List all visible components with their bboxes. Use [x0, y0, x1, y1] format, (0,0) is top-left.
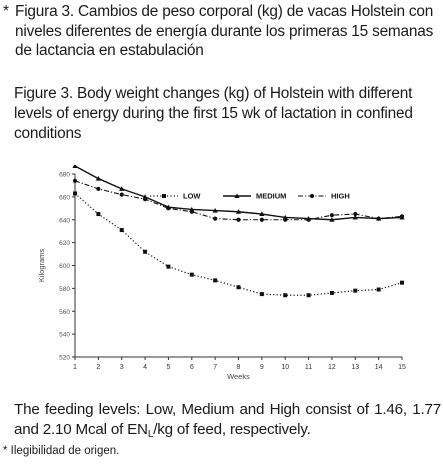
x-tick-label: 9	[260, 364, 264, 371]
data-point-medium	[329, 217, 335, 222]
data-point-medium	[235, 209, 242, 214]
series-line-low	[74, 192, 403, 296]
y-tick-label: 560	[59, 309, 70, 316]
y-tick-label: 680	[59, 172, 70, 179]
data-point-low	[143, 249, 148, 254]
data-point-low	[73, 191, 77, 196]
data-point-low	[166, 264, 171, 269]
data-point-low	[329, 290, 334, 295]
data-point-medium	[95, 175, 101, 181]
y-tick-label: 520	[59, 355, 70, 362]
data-point-high	[306, 217, 311, 222]
data-point-low	[353, 288, 358, 293]
data-point-low	[400, 280, 404, 285]
data-point-high	[353, 211, 358, 217]
data-point-high	[236, 217, 241, 222]
chart-legend: LOW MEDIUM HIGH	[150, 192, 350, 201]
footnote-text-end: /kg of feed, respectively.	[153, 421, 311, 438]
data-point-high	[329, 213, 335, 218]
data-point-low	[96, 212, 101, 217]
x-tick-label: 11	[305, 364, 312, 371]
data-point-low	[376, 287, 381, 292]
x-tick-label: 3	[120, 364, 124, 371]
data-point-high	[189, 209, 194, 214]
data-point-low	[283, 293, 288, 298]
x-tick-label: 5	[166, 364, 170, 371]
legend-label-high: HIGH	[331, 192, 350, 201]
chart-series	[72, 163, 405, 298]
data-point-high	[166, 206, 171, 211]
y-tick-label: 640	[59, 217, 70, 224]
x-tick-label: 7	[213, 364, 217, 371]
body-weight-chart: 520 540 560 580 600 620 640 660 680 1 2 3 4 5 6 7 8 9 10 11…	[0, 163, 443, 397]
data-point-high	[399, 214, 405, 219]
x-tick-label: 2	[96, 364, 100, 371]
data-point-low	[236, 285, 241, 290]
data-point-medium	[119, 186, 125, 191]
data-point-medium	[259, 211, 265, 217]
data-point-high	[376, 216, 381, 221]
y-tick-label: 540	[59, 332, 70, 339]
x-tick-label: 6	[190, 364, 194, 371]
data-point-low	[259, 292, 264, 297]
data-point-medium	[72, 163, 78, 168]
caption-asterisk: *	[3, 3, 9, 20]
data-point-low	[213, 278, 218, 283]
y-tick-label: 660	[59, 194, 70, 201]
data-point-medium	[352, 214, 358, 220]
x-tick-label: 8	[237, 364, 241, 371]
data-point-high	[119, 192, 124, 197]
data-point-low	[119, 228, 124, 233]
data-point-medium	[212, 208, 218, 213]
footnote-text-start: The feeding levels: Low, Medium and High…	[14, 401, 441, 438]
data-point-high	[283, 217, 288, 222]
caption-spanish-text: Figura 3. Cambios de peso corporal (kg) …	[15, 3, 434, 59]
data-point-high	[213, 216, 218, 221]
caption-spanish: * Figura 3. Cambios de peso corporal (kg…	[3, 2, 441, 61]
x-axis-label: Weeks	[227, 372, 250, 381]
x-tick-label: 13	[351, 364, 359, 371]
data-point-high	[96, 186, 101, 191]
caption-english: Figure 3. Body weight changes (kg) of Ho…	[14, 85, 413, 142]
footnote-subscript: L	[147, 429, 154, 440]
feeding-levels-footnote: The feeding levels: Low, Medium and High…	[14, 400, 441, 445]
y-tick-label: 600	[59, 263, 70, 270]
y-tick-label: 580	[59, 286, 70, 293]
legend-marker-low	[162, 194, 166, 198]
data-point-high	[259, 217, 264, 222]
y-tick-label: 620	[59, 240, 70, 247]
legend-marker-medium	[234, 193, 240, 198]
y-axis-label: Kilograms	[37, 249, 46, 283]
illegibility-note: * Ilegibilidad de origen.	[3, 445, 120, 457]
x-tick-label: 1	[73, 364, 77, 371]
series-line-high	[74, 180, 403, 221]
x-tick-label: 4	[143, 364, 147, 371]
x-tick-label: 10	[281, 364, 289, 371]
x-tick-label: 12	[328, 364, 336, 371]
legend-marker-high	[309, 193, 315, 199]
data-point-high	[142, 197, 148, 202]
legend-label-low: LOW	[183, 192, 201, 201]
x-tick-label: 15	[398, 364, 406, 371]
data-point-low	[306, 293, 311, 298]
data-point-high	[72, 178, 78, 183]
data-point-low	[189, 272, 194, 277]
x-tick-label: 14	[375, 364, 383, 371]
legend-label-medium: MEDIUM	[256, 192, 286, 201]
